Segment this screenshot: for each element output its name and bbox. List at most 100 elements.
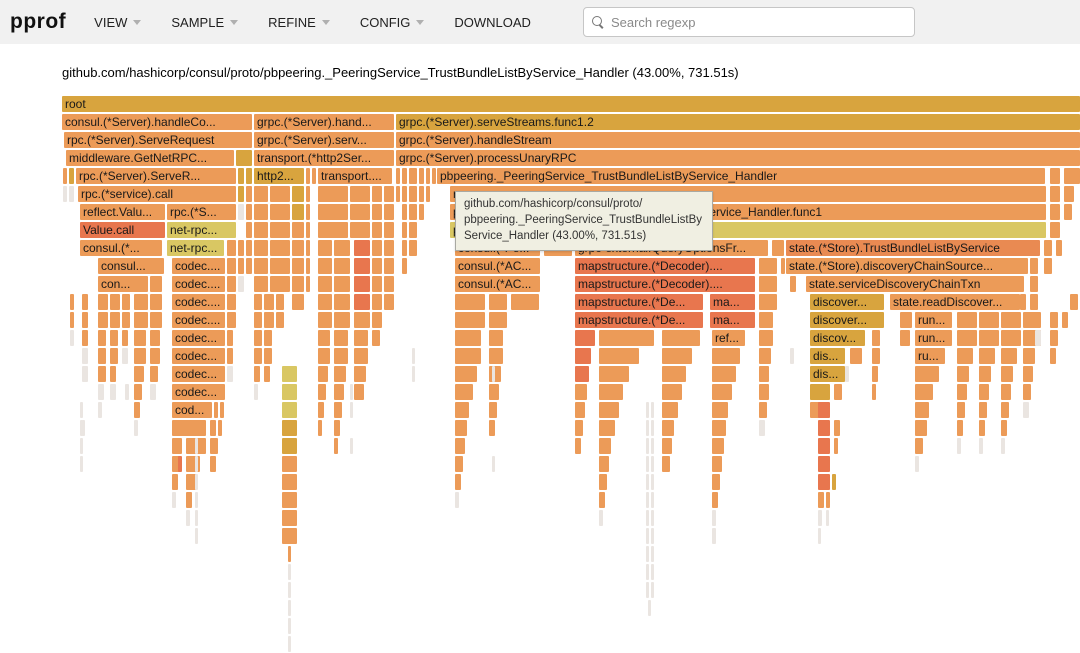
flame-cell[interactable] <box>80 402 83 418</box>
flame-cell[interactable]: reflect.Valu... <box>80 204 165 220</box>
flame-cell[interactable] <box>210 438 218 454</box>
flame-cell[interactable] <box>282 384 297 400</box>
flame-cell[interactable] <box>186 474 196 490</box>
flame-cell[interactable]: middleware.GetNetRPC... <box>66 150 234 166</box>
flame-cell[interactable] <box>651 564 654 580</box>
flame-cell[interactable] <box>172 492 176 508</box>
flame-cell[interactable] <box>1001 420 1007 436</box>
flame-cell[interactable] <box>172 456 180 472</box>
flame-cell[interactable] <box>1050 204 1060 220</box>
flame-cell[interactable] <box>409 186 417 202</box>
flame-cell[interactable]: rpc.(*Server).ServeRequest <box>64 132 252 148</box>
flame-cell[interactable] <box>246 168 252 184</box>
flame-cell[interactable] <box>306 240 310 256</box>
flame-cell[interactable] <box>264 348 272 364</box>
flame-cell[interactable] <box>712 348 740 364</box>
flame-cell[interactable] <box>172 474 178 490</box>
flame-cell[interactable] <box>979 384 989 400</box>
flame-cell[interactable]: run... <box>915 330 952 346</box>
flame-cell[interactable] <box>384 204 394 220</box>
flame-cell[interactable] <box>712 456 722 472</box>
flame-cell[interactable] <box>850 348 862 364</box>
flame-cell[interactable] <box>195 492 198 508</box>
flame-cell[interactable] <box>80 456 83 472</box>
flame-cell[interactable] <box>122 330 128 346</box>
flame-cell[interactable] <box>957 438 961 454</box>
flame-cell[interactable] <box>712 420 726 436</box>
flame-cell[interactable] <box>759 258 777 274</box>
flame-cell[interactable]: transport.(*http2Ser... <box>254 150 394 166</box>
flame-cell[interactable]: state.serviceDiscoveryChainTxn <box>806 276 1024 292</box>
flame-cell[interactable] <box>270 258 290 274</box>
flame-cell[interactable] <box>372 240 382 256</box>
flame-cell[interactable] <box>915 366 939 382</box>
flame-cell[interactable] <box>419 186 424 202</box>
search-input[interactable] <box>610 14 906 30</box>
flame-cell[interactable] <box>409 222 417 238</box>
flame-cell[interactable] <box>599 384 623 400</box>
flame-cell[interactable] <box>82 366 88 382</box>
flame-cell[interactable] <box>254 384 258 400</box>
flame-cell[interactable]: mapstructure.(*Decoder).... <box>575 276 755 292</box>
flame-cell[interactable] <box>900 330 910 346</box>
flame-cell[interactable] <box>979 402 987 418</box>
flame-cell[interactable] <box>646 528 649 544</box>
flame-cell[interactable] <box>1062 312 1068 328</box>
flame-cell[interactable] <box>662 456 670 472</box>
flame-cell[interactable] <box>354 294 370 310</box>
flame-cell[interactable] <box>372 294 382 310</box>
menu-download[interactable]: DOWNLOAD <box>454 15 531 30</box>
flame-cell[interactable] <box>150 330 160 346</box>
flame-cell[interactable] <box>426 168 430 184</box>
flame-cell[interactable] <box>575 330 595 346</box>
flame-cell[interactable] <box>282 474 297 490</box>
flame-cell[interactable] <box>1001 402 1009 418</box>
flame-cell[interactable] <box>1050 312 1058 328</box>
flame-cell[interactable] <box>662 384 682 400</box>
flame-cell[interactable] <box>110 294 120 310</box>
flame-cell[interactable] <box>489 294 507 310</box>
flame-cell[interactable]: codec.... <box>172 258 225 274</box>
flame-cell[interactable] <box>957 348 973 364</box>
flame-cell[interactable] <box>282 366 297 382</box>
flame-cell[interactable] <box>646 402 649 418</box>
flame-cell[interactable] <box>384 294 394 310</box>
flame-cell[interactable] <box>186 510 190 526</box>
flame-cell[interactable] <box>254 348 262 364</box>
flame-cell[interactable] <box>246 222 252 238</box>
flame-cell[interactable] <box>915 456 919 472</box>
flame-cell[interactable] <box>834 438 838 454</box>
flame-cell[interactable]: mapstructure.(*De... <box>575 312 703 328</box>
flame-cell[interactable] <box>712 474 720 490</box>
flame-cell[interactable] <box>238 168 244 184</box>
flame-cell[interactable]: discov... <box>810 330 865 346</box>
flame-cell[interactable] <box>646 546 649 562</box>
flame-cell[interactable] <box>979 420 985 436</box>
search-box[interactable] <box>582 7 915 37</box>
flame-cell[interactable] <box>318 420 322 436</box>
flame-cell[interactable] <box>759 402 767 418</box>
flame-cell[interactable] <box>270 222 290 238</box>
flame-cell[interactable] <box>110 330 118 346</box>
flame-cell[interactable] <box>172 420 206 436</box>
flame-cell[interactable] <box>409 168 417 184</box>
flame-cell[interactable] <box>662 402 678 418</box>
flame-cell[interactable] <box>455 456 463 472</box>
flame-cell[interactable] <box>354 276 370 292</box>
flame-cell[interactable]: con... <box>98 276 148 292</box>
flame-cell[interactable] <box>455 312 485 328</box>
flame-cell[interactable] <box>354 384 364 400</box>
flame-cell[interactable] <box>292 258 304 274</box>
flame-cell[interactable] <box>1030 276 1038 292</box>
flame-cell[interactable] <box>214 402 218 418</box>
flame-cell[interactable] <box>98 312 108 328</box>
flame-cell[interactable] <box>492 366 495 382</box>
flame-cell[interactable] <box>306 276 310 292</box>
flame-cell[interactable] <box>334 402 342 418</box>
flame-cell[interactable] <box>834 420 840 436</box>
flame-cell[interactable]: codec... <box>172 348 225 364</box>
flame-cell[interactable] <box>276 294 284 310</box>
flame-cell[interactable] <box>402 186 407 202</box>
flame-cell[interactable] <box>455 420 467 436</box>
menu-sample[interactable]: SAMPLE <box>171 15 239 30</box>
